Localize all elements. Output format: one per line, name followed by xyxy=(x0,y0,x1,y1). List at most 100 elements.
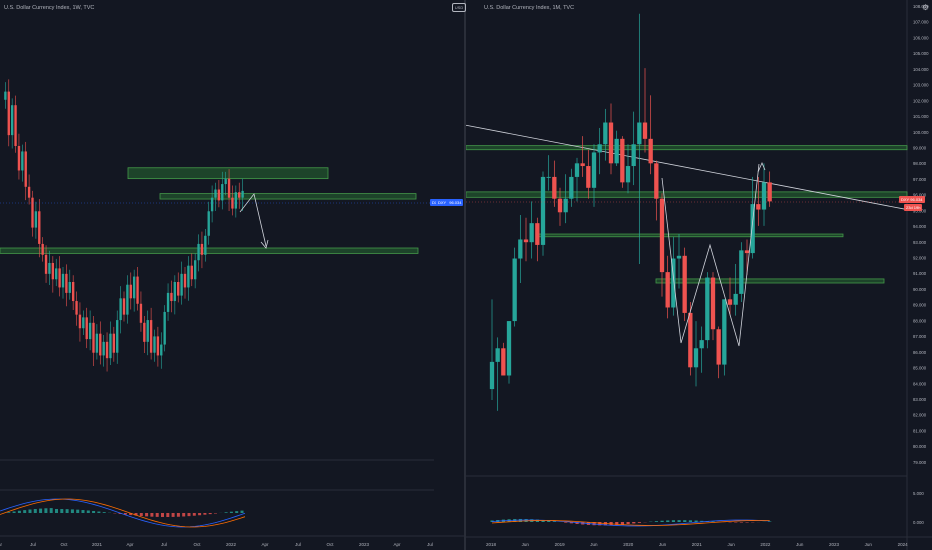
right-macd-bar xyxy=(677,520,681,522)
right-axis-label: 82.000 xyxy=(913,413,927,418)
left-macd-bar xyxy=(229,511,233,513)
right-axis-label: 89.000 xyxy=(913,303,927,308)
left-candle-body xyxy=(122,298,126,315)
right-candle-body xyxy=(540,176,546,245)
left-candle-body xyxy=(143,322,146,342)
left-x-tick-label: Jul xyxy=(295,542,301,547)
left-macd-bar xyxy=(155,513,159,517)
right-candle-body xyxy=(535,223,540,245)
pattern-arrow-head xyxy=(757,162,766,173)
left-candle-body xyxy=(44,254,48,274)
right-candle-body xyxy=(637,122,642,145)
right-candle-body xyxy=(676,255,682,259)
right-axis-label: 87.000 xyxy=(913,334,927,339)
left-zone-1 xyxy=(159,193,417,200)
right-axis-price-value: 96.034 xyxy=(910,197,923,202)
right-candle-body xyxy=(523,239,529,243)
left-x-tick-label: Oct xyxy=(326,542,334,547)
left-x-tick-label: Apr xyxy=(261,542,269,547)
left-macd-bar xyxy=(76,509,80,513)
right-candle-body xyxy=(552,176,557,199)
right-macd-bar xyxy=(694,520,698,522)
right-candle-body xyxy=(586,166,591,188)
right-candle-body xyxy=(659,198,665,273)
right-axis-label: 92.000 xyxy=(913,256,927,261)
left-x-tick-label: 2023 xyxy=(359,542,370,547)
left-candle-body xyxy=(173,282,177,302)
right-trendline xyxy=(466,124,908,210)
left-candle-body xyxy=(116,320,119,353)
right-macd-bar xyxy=(547,520,551,522)
right-axis-label: 83.000 xyxy=(913,397,927,402)
left-candle-body xyxy=(166,292,170,312)
right-macd-bar xyxy=(683,520,687,522)
left-zone-2 xyxy=(0,247,419,254)
right-macd-bar xyxy=(518,518,523,522)
right-zone-0 xyxy=(466,145,908,151)
right-candle-body xyxy=(597,144,602,153)
right-macd-bar xyxy=(688,520,693,522)
right-candle-body xyxy=(489,361,495,390)
left-macd-bar xyxy=(118,513,122,514)
right-chart-canvas[interactable]: 102.000 101.000 100.000 99.000 98.000 97.000 9… xyxy=(466,0,932,550)
left-x-tick-label: Apr xyxy=(393,542,401,547)
left-candle-body xyxy=(136,276,139,304)
right-zone-2 xyxy=(537,233,844,238)
left-candle-body xyxy=(210,197,214,212)
left-candle-body xyxy=(95,333,99,353)
left-candle-body xyxy=(163,311,166,345)
right-macd-bar xyxy=(739,522,744,523)
right-axis-label: 97.000 xyxy=(913,177,927,182)
left-candle-body xyxy=(31,197,34,228)
left-candle-body xyxy=(193,260,197,280)
right-axis-label: 104.000 xyxy=(913,67,929,72)
settings-gear-icon[interactable]: ⚙ xyxy=(921,3,929,12)
left-candle-body xyxy=(224,178,227,185)
left-macd-line xyxy=(0,498,246,528)
left-macd-bar xyxy=(55,509,58,513)
left-candle-body xyxy=(10,105,14,136)
left-candle-body xyxy=(170,292,173,302)
left-macd-bar xyxy=(49,508,53,513)
right-axis-label: 99.000 xyxy=(913,145,927,150)
right-candle-body xyxy=(608,122,614,164)
left-chart-canvas[interactable]: ar Jul Oct 2021 Apr Jul Oct 2022 Apr Jul Oct 2023 Ap… xyxy=(0,0,464,550)
right-macd-bar xyxy=(564,522,568,523)
left-candle-body xyxy=(132,276,136,299)
right-macd-line xyxy=(491,519,770,527)
left-candle-body xyxy=(129,284,132,299)
left-macd-bar xyxy=(161,513,164,517)
right-macd-bar xyxy=(598,522,602,526)
left-candle-body xyxy=(4,91,7,100)
right-candle-body xyxy=(682,255,687,313)
right-candle-body xyxy=(495,348,500,362)
left-chart-title: U.S. Dollar Currency Index, 1W, TVC xyxy=(4,5,95,11)
left-candle-body xyxy=(214,189,217,198)
right-macd-bar xyxy=(654,521,659,522)
macd-axis-label: 0.000 xyxy=(913,520,924,525)
right-candle-body xyxy=(693,348,699,368)
right-candle-body xyxy=(722,299,727,365)
left-x-tick-label: Oct xyxy=(60,542,68,547)
right-axis-price-badge: DXY 96.034 xyxy=(899,196,925,203)
right-candle-body xyxy=(699,340,704,349)
right-candle-body xyxy=(574,163,580,177)
left-chart-pane[interactable]: ar Jul Oct 2021 Apr Jul Oct 2022 Apr Jul Oct 2023 Ap… xyxy=(0,0,464,550)
right-macd-bar xyxy=(768,521,772,522)
left-x-tick-label: 2021 xyxy=(92,542,103,547)
right-axis-label: 88.000 xyxy=(913,318,927,323)
right-axis-label: 81.000 xyxy=(913,428,927,433)
right-axis-label: 93.000 xyxy=(913,240,927,245)
right-candle-body xyxy=(705,277,710,341)
left-macd-bar xyxy=(187,513,191,517)
left-candle-body xyxy=(119,298,122,321)
right-chart-pane[interactable]: 102.000 101.000 100.000 99.000 98.000 97.000 9… xyxy=(436,0,932,550)
pane-divider[interactable] xyxy=(464,0,466,550)
right-candle-body xyxy=(603,122,608,145)
right-candle-body xyxy=(501,348,506,376)
left-candle-body xyxy=(92,322,95,353)
left-candle-body xyxy=(38,211,41,244)
right-axis-label: 84.000 xyxy=(913,381,927,386)
right-candle-body xyxy=(518,239,523,259)
right-macd-bar xyxy=(592,522,596,526)
